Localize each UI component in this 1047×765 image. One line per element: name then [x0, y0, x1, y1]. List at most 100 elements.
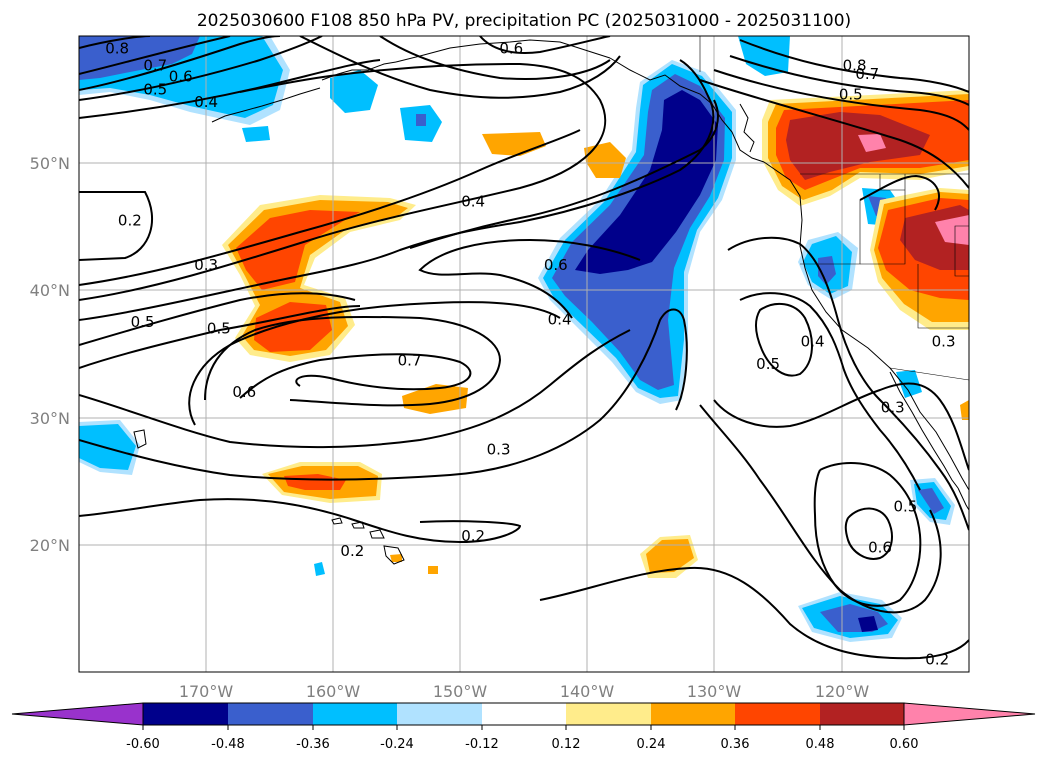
contour-label: 0.8: [105, 40, 129, 58]
graticule: [79, 36, 969, 672]
fill-neg-mexico-blue: [918, 488, 944, 514]
contour-07-loop: [239, 353, 472, 399]
contour-05-ne: [713, 69, 969, 131]
lat-tick-label: 50°N: [30, 154, 70, 173]
contour-05-b: [79, 292, 356, 346]
colorbar-tick-label: -0.60: [126, 737, 160, 752]
coast-mexico: [957, 487, 969, 511]
contour-02-loop-w: [79, 191, 154, 261]
pv-contour-labels: 0.80.70.60.50.40.60.40.20.30.5 0.50.60.40…: [105, 40, 956, 669]
fill-neg-oregon-blue: [818, 256, 836, 285]
fill-pos-40n-red-bottom: [254, 302, 332, 352]
map-frame: [78, 35, 970, 673]
contour-03-south: [79, 308, 688, 481]
contour-06-loop: [418, 238, 641, 319]
contour-02-bottom: [539, 566, 969, 660]
fill-pos-north-2: [584, 142, 626, 178]
contour-06-south: [79, 305, 361, 369]
colorbar-frame: [142, 702, 905, 726]
colorbar-tick-label: 0.24: [637, 737, 666, 752]
coast-baja: [889, 371, 959, 489]
fill-pos-baja-small: [960, 400, 969, 420]
contour-label: 0.5: [131, 313, 155, 331]
contour-05-east: [813, 462, 922, 607]
contour-label: 0.3: [487, 440, 511, 458]
colorbar-segment: [397, 703, 482, 725]
contour-label: 0.4: [194, 93, 218, 111]
fill-pos-hawaii: [390, 554, 402, 562]
contour-label: 0.6: [169, 68, 193, 86]
border-states-5: [954, 225, 969, 277]
contour-06-top: [479, 36, 611, 54]
lon-tick-label: 140°W: [560, 682, 615, 701]
contour-label: 0.3: [194, 256, 218, 274]
colorbar-segment: [651, 703, 735, 725]
contour-03: [79, 129, 581, 286]
contour-north-alaska: [299, 36, 621, 99]
colorbar-tick-label: 0.48: [806, 737, 835, 752]
colorbar-tick-label: -0.36: [296, 737, 330, 752]
contour-03-ne: [859, 174, 940, 211]
coast-aleutian-1: [211, 87, 321, 123]
political-borders: [699, 36, 969, 381]
contour-06-east: [844, 507, 893, 560]
lon-tick-label: 170°W: [179, 682, 234, 701]
coastlines: [133, 39, 969, 565]
fill-neg-aleutian-2-blue: [416, 114, 426, 126]
contour-label: 0.5: [893, 498, 917, 516]
contour-label: 0.6: [544, 256, 568, 274]
contour-label: 0.3: [932, 332, 956, 350]
colorbar-tick-label: 0.60: [890, 737, 919, 752]
colorbar-segment: [735, 703, 820, 725]
contour-04: [79, 62, 607, 301]
contour-label: 0.5: [143, 80, 167, 98]
coast-hawaii-4: [383, 545, 405, 565]
colorbar: -0.60 -0.48 -0.36 -0.24 -0.12 0.12 0.24 …: [11, 702, 1036, 752]
coast-bc-islands: [739, 103, 755, 153]
contour-label: 0.3: [881, 398, 905, 416]
coast-alaska-south: [395, 39, 611, 63]
colorbar-segment: [228, 703, 313, 725]
contour-08-ne: [739, 39, 969, 93]
fill-neg-small-1: [314, 562, 325, 576]
latitude-tick-labels: 50°N 40°N 30°N 20°N: [30, 154, 70, 555]
contour-label: 0.7: [855, 65, 879, 83]
colorbar-segment: [313, 703, 397, 725]
fill-neg-south-dark: [858, 616, 878, 632]
longitude-tick-labels: 170°W 160°W 150°W 140°W 130°W 120°W: [179, 682, 870, 701]
fill-pos-30n: [402, 384, 468, 414]
contour-07-ne: [729, 55, 969, 106]
colorbar-segment: [482, 703, 566, 725]
contour-02-east: [713, 382, 969, 471]
contour-04-east: [739, 292, 921, 491]
contour-06-north: [79, 36, 281, 91]
fill-neg-west-cyan: [79, 424, 136, 470]
contour-02-south: [79, 498, 522, 544]
coast-alaska-panhandle: [609, 57, 765, 163]
contour-label: 0.6: [868, 538, 892, 556]
colorbar-tick-label: -0.12: [465, 737, 499, 752]
coast-hawaii-2: [351, 521, 365, 529]
colorbar-extend-low: [11, 702, 144, 726]
colorbar-tick-label: 0.12: [552, 737, 581, 752]
fill-pos-20n-orange: [646, 539, 694, 573]
lat-tick-label: 30°N: [30, 409, 70, 428]
colorbar-tick-label: 0.36: [721, 737, 750, 752]
lat-tick-label: 40°N: [30, 281, 70, 300]
coast-hawaii-3: [369, 529, 385, 539]
contour-label: 0.2: [925, 650, 949, 668]
contour-05: [79, 59, 715, 321]
contour-04-north: [79, 59, 381, 119]
pv-contours: [79, 36, 969, 660]
colorbar-tick-marks: [142, 725, 905, 730]
map-panel: 0.80.70.60.50.40.60.40.20.30.5 0.50.60.40…: [78, 35, 970, 673]
colorbar-segment: [820, 703, 904, 725]
coast-island-small: [133, 429, 147, 449]
contour-label: 0.5: [839, 86, 863, 104]
lat-tick-label: 20°N: [30, 536, 70, 555]
contour-label: 0.5: [207, 320, 231, 338]
contour-05-loop: [755, 302, 813, 377]
fill-neg-aleutian-1: [330, 70, 378, 113]
colorbar-tick-label: -0.48: [211, 737, 245, 752]
